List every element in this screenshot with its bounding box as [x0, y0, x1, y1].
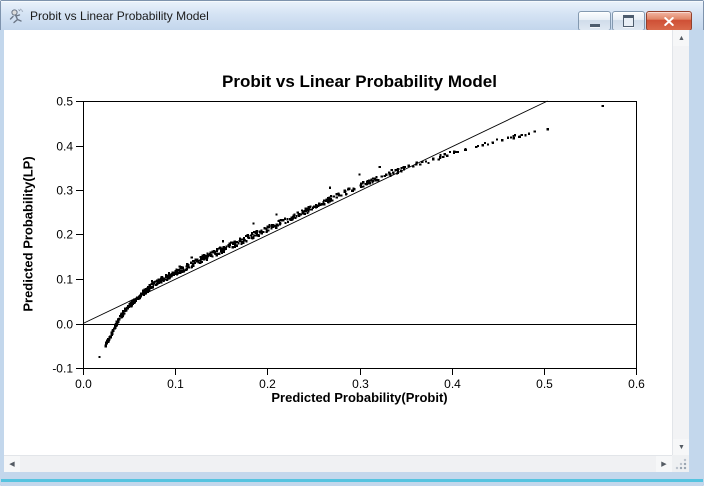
- identity-line: [82, 100, 548, 324]
- svg-text:0.4: 0.4: [444, 377, 461, 391]
- scroll-up-icon: ▲: [678, 34, 685, 42]
- window-border-left[interactable]: [0, 30, 4, 472]
- minimize-button[interactable]: [578, 11, 611, 31]
- window-title: Probit vs Linear Probability Model: [30, 8, 209, 23]
- chart-title: Probit vs Linear Probability Model: [222, 72, 497, 91]
- minimize-icon: [589, 23, 600, 27]
- svg-text:0.2: 0.2: [259, 377, 276, 391]
- scroll-down-icon: ▼: [678, 443, 685, 451]
- restore-icon: [623, 15, 634, 27]
- svg-text:0.2: 0.2: [56, 228, 73, 242]
- svg-text:0.0: 0.0: [56, 318, 73, 332]
- svg-text:0.1: 0.1: [167, 377, 184, 391]
- restore-button[interactable]: [612, 11, 645, 31]
- scroll-down-button[interactable]: ▼: [673, 439, 690, 455]
- app-icon: [9, 8, 24, 23]
- y-axis-label: Predicted Probability(LP): [20, 156, 36, 312]
- scroll-right-icon: ▶: [661, 461, 667, 468]
- window-border-bottom[interactable]: [0, 472, 704, 486]
- svg-text:0.5: 0.5: [56, 95, 73, 109]
- x-axis-label: Predicted Probability(Probit): [271, 390, 448, 405]
- scatter-points: [98, 104, 604, 358]
- window-border-right[interactable]: [689, 30, 704, 472]
- svg-text:-0.1: -0.1: [52, 362, 73, 376]
- scatter-plot: 0.50.40.30.20.10.0-0.10.0 0.1 0.2 0.3 0.4 0.5…: [52, 95, 645, 392]
- svg-text:0.0: 0.0: [75, 377, 92, 391]
- svg-text:0.6: 0.6: [628, 377, 645, 391]
- svg-text:0.5: 0.5: [536, 377, 553, 391]
- scroll-left-button[interactable]: ◀: [4, 456, 20, 473]
- close-button[interactable]: [646, 11, 692, 31]
- close-icon: [664, 16, 674, 26]
- vertical-scrollbar[interactable]: ▲ ▼: [672, 30, 690, 455]
- svg-text:0.4: 0.4: [56, 140, 73, 154]
- svg-text:0.3: 0.3: [56, 184, 73, 198]
- svg-text:0.1: 0.1: [56, 273, 73, 287]
- scroll-left-icon: ◀: [9, 461, 15, 468]
- window-bottom-accent: [1, 479, 703, 482]
- scroll-up-button[interactable]: ▲: [673, 30, 690, 46]
- chart-area: 0.5 0.4 0.3 0.2 0.1 0.0 -0.1 0.0 0.1 0.2 0.3 0.4 0.5…: [4, 30, 672, 455]
- horizontal-scrollbar[interactable]: ◀ ▶: [4, 455, 672, 473]
- svg-text:0.3: 0.3: [352, 377, 369, 391]
- scroll-right-button[interactable]: ▶: [656, 456, 672, 473]
- y-axis-ticks: 0.5 0.4 0.3 0.2 0.1 0.0 -0.1: [52, 95, 83, 376]
- resize-grip[interactable]: [672, 455, 689, 472]
- x-axis-ticks: 0.0 0.1 0.2 0.3 0.4 0.5 0.6: [75, 368, 645, 391]
- plot-frame: [83, 101, 637, 369]
